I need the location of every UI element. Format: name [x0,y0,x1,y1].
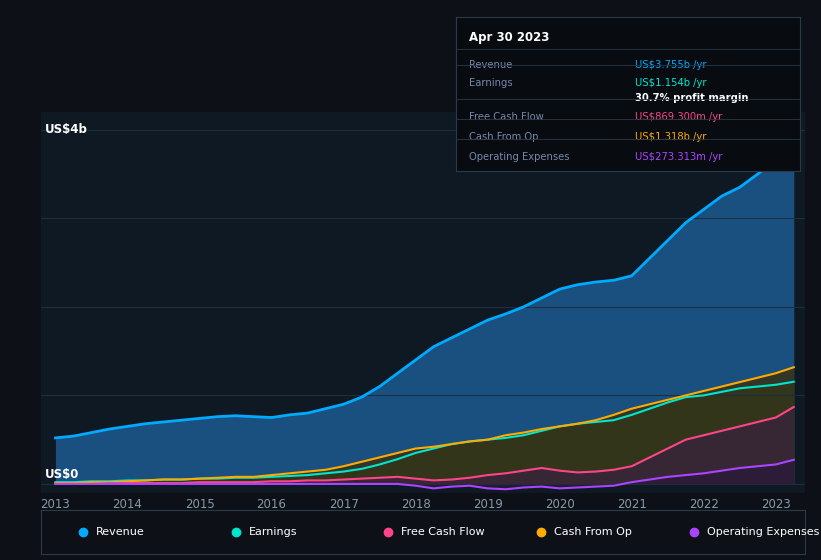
Text: US$273.313m /yr: US$273.313m /yr [635,152,722,162]
Text: Operating Expenses: Operating Expenses [707,527,819,537]
Text: Operating Expenses: Operating Expenses [470,152,570,162]
Text: Free Cash Flow: Free Cash Flow [470,112,544,122]
Text: US$869.300m /yr: US$869.300m /yr [635,112,722,122]
Text: Revenue: Revenue [96,527,144,537]
Text: US$1.154b /yr: US$1.154b /yr [635,78,706,88]
Text: Earnings: Earnings [249,527,297,537]
Text: Free Cash Flow: Free Cash Flow [401,527,485,537]
Text: Cash From Op: Cash From Op [470,132,539,142]
Text: US$4b: US$4b [45,123,88,137]
Text: US$3.755b /yr: US$3.755b /yr [635,59,706,69]
Text: 30.7% profit margin: 30.7% profit margin [635,94,749,104]
Text: Earnings: Earnings [470,78,513,88]
Text: US$0: US$0 [45,468,80,482]
Text: Revenue: Revenue [470,59,513,69]
Text: Apr 30 2023: Apr 30 2023 [470,31,550,44]
Text: US$1.318b /yr: US$1.318b /yr [635,132,706,142]
Text: Cash From Op: Cash From Op [554,527,632,537]
